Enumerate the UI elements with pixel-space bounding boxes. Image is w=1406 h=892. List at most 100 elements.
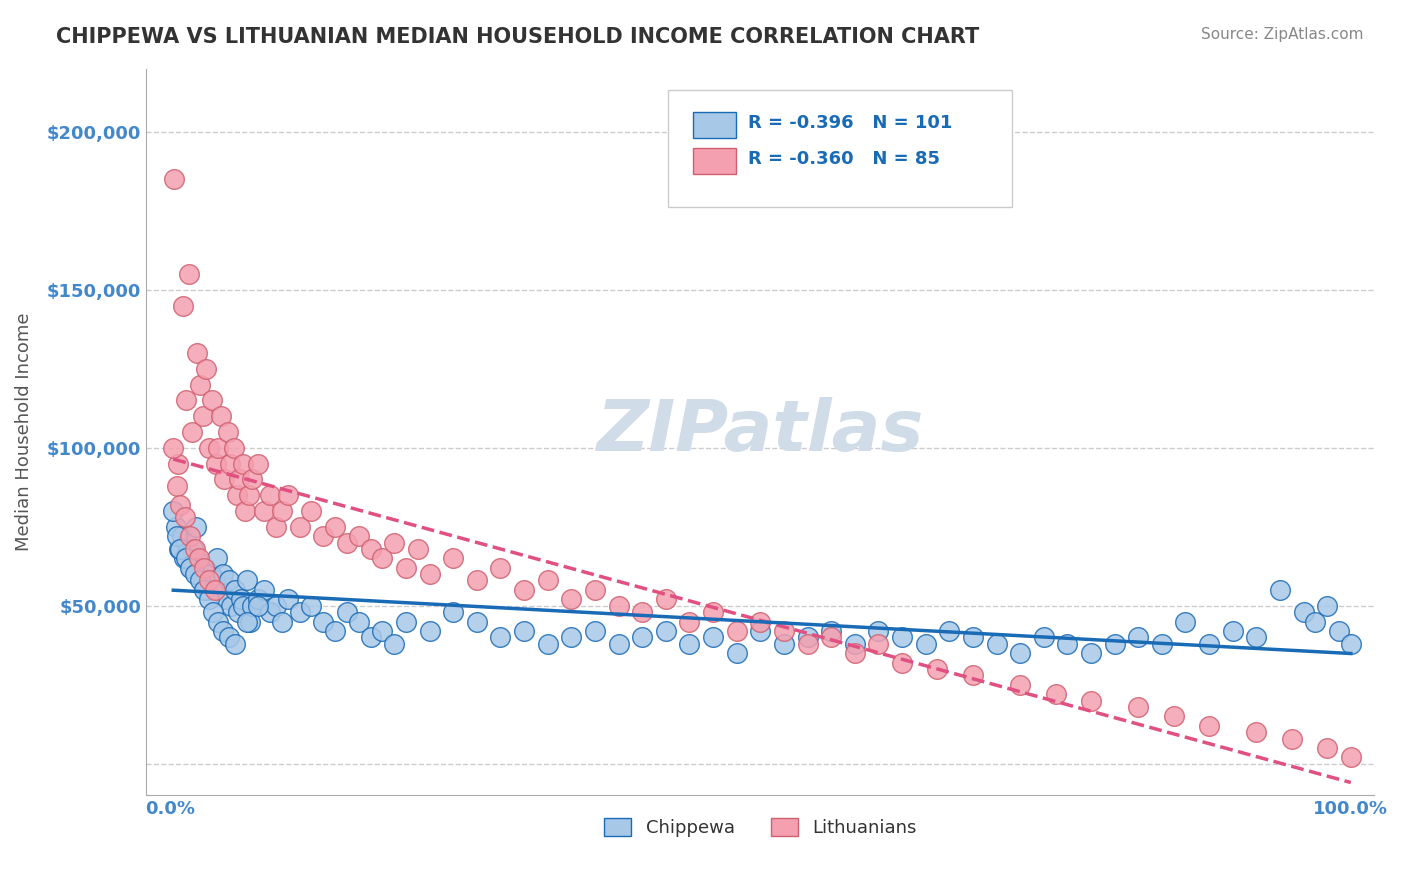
Point (208, 582, 231, 597)
Point (560, 592, 582, 607)
Point (162, 441, 184, 455)
Point (678, 637, 700, 651)
Point (201, 393, 224, 408)
Point (222, 441, 245, 455)
Point (218, 631, 240, 645)
Point (773, 637, 796, 651)
Point (1010, 678, 1032, 692)
Point (773, 624, 796, 638)
Point (537, 637, 560, 651)
Point (226, 605, 249, 619)
Point (820, 624, 842, 638)
Point (193, 561, 215, 575)
Point (207, 615, 229, 629)
Point (1246, 631, 1268, 645)
Point (179, 561, 201, 575)
Y-axis label: Median Household Income: Median Household Income (15, 313, 32, 551)
Point (179, 529, 201, 543)
Point (844, 637, 866, 651)
Point (336, 605, 359, 619)
Text: Source: ZipAtlas.com: Source: ZipAtlas.com (1201, 27, 1364, 42)
Point (1174, 615, 1197, 629)
Point (962, 631, 984, 645)
FancyBboxPatch shape (693, 148, 735, 174)
Point (371, 551, 394, 566)
Point (465, 615, 488, 629)
Point (277, 488, 299, 502)
Point (224, 582, 246, 597)
Point (395, 561, 418, 575)
Point (235, 615, 257, 629)
Point (197, 582, 219, 597)
Point (181, 425, 204, 439)
Point (1305, 615, 1327, 629)
FancyBboxPatch shape (668, 90, 1012, 207)
Point (655, 592, 678, 607)
Point (191, 409, 214, 424)
Point (419, 567, 441, 582)
Point (382, 637, 405, 651)
Point (176, 535, 198, 549)
Point (583, 582, 606, 597)
Point (868, 624, 890, 638)
Point (209, 409, 232, 424)
Point (1327, 624, 1350, 638)
Point (1246, 725, 1268, 739)
Point (312, 615, 335, 629)
Point (264, 599, 287, 613)
Point (513, 624, 536, 638)
Point (183, 541, 205, 556)
Point (844, 646, 866, 660)
Point (914, 637, 936, 651)
Point (749, 624, 772, 638)
Point (169, 498, 191, 512)
Point (395, 615, 418, 629)
Point (219, 599, 242, 613)
Point (465, 574, 488, 588)
Point (1056, 637, 1078, 651)
Point (1198, 719, 1220, 733)
Point (228, 472, 250, 486)
Point (233, 504, 256, 518)
Point (177, 267, 200, 281)
Point (560, 631, 582, 645)
Point (1010, 646, 1032, 660)
Point (406, 541, 429, 556)
Point (1080, 693, 1102, 707)
Point (235, 574, 257, 588)
Point (173, 551, 195, 566)
Point (247, 592, 270, 607)
Point (166, 529, 188, 543)
Point (238, 488, 260, 502)
Point (186, 346, 208, 360)
Point (323, 624, 346, 638)
Point (1316, 741, 1339, 756)
Point (190, 377, 212, 392)
Point (247, 599, 270, 613)
Point (195, 361, 218, 376)
Point (170, 529, 193, 543)
Point (288, 520, 311, 534)
Point (253, 582, 276, 597)
Point (162, 504, 184, 518)
Point (232, 457, 254, 471)
Point (631, 631, 654, 645)
Point (204, 457, 226, 471)
Point (288, 605, 311, 619)
Point (1340, 750, 1362, 764)
Point (441, 605, 464, 619)
Point (167, 457, 190, 471)
Point (188, 555, 211, 569)
Point (165, 520, 187, 534)
Point (239, 615, 262, 629)
Point (197, 592, 219, 607)
Point (242, 472, 264, 486)
Point (986, 637, 1008, 651)
Point (215, 592, 238, 607)
Point (219, 457, 242, 471)
Point (204, 574, 226, 588)
Point (1198, 637, 1220, 651)
Point (207, 441, 229, 455)
Point (174, 510, 197, 524)
Point (167, 541, 190, 556)
